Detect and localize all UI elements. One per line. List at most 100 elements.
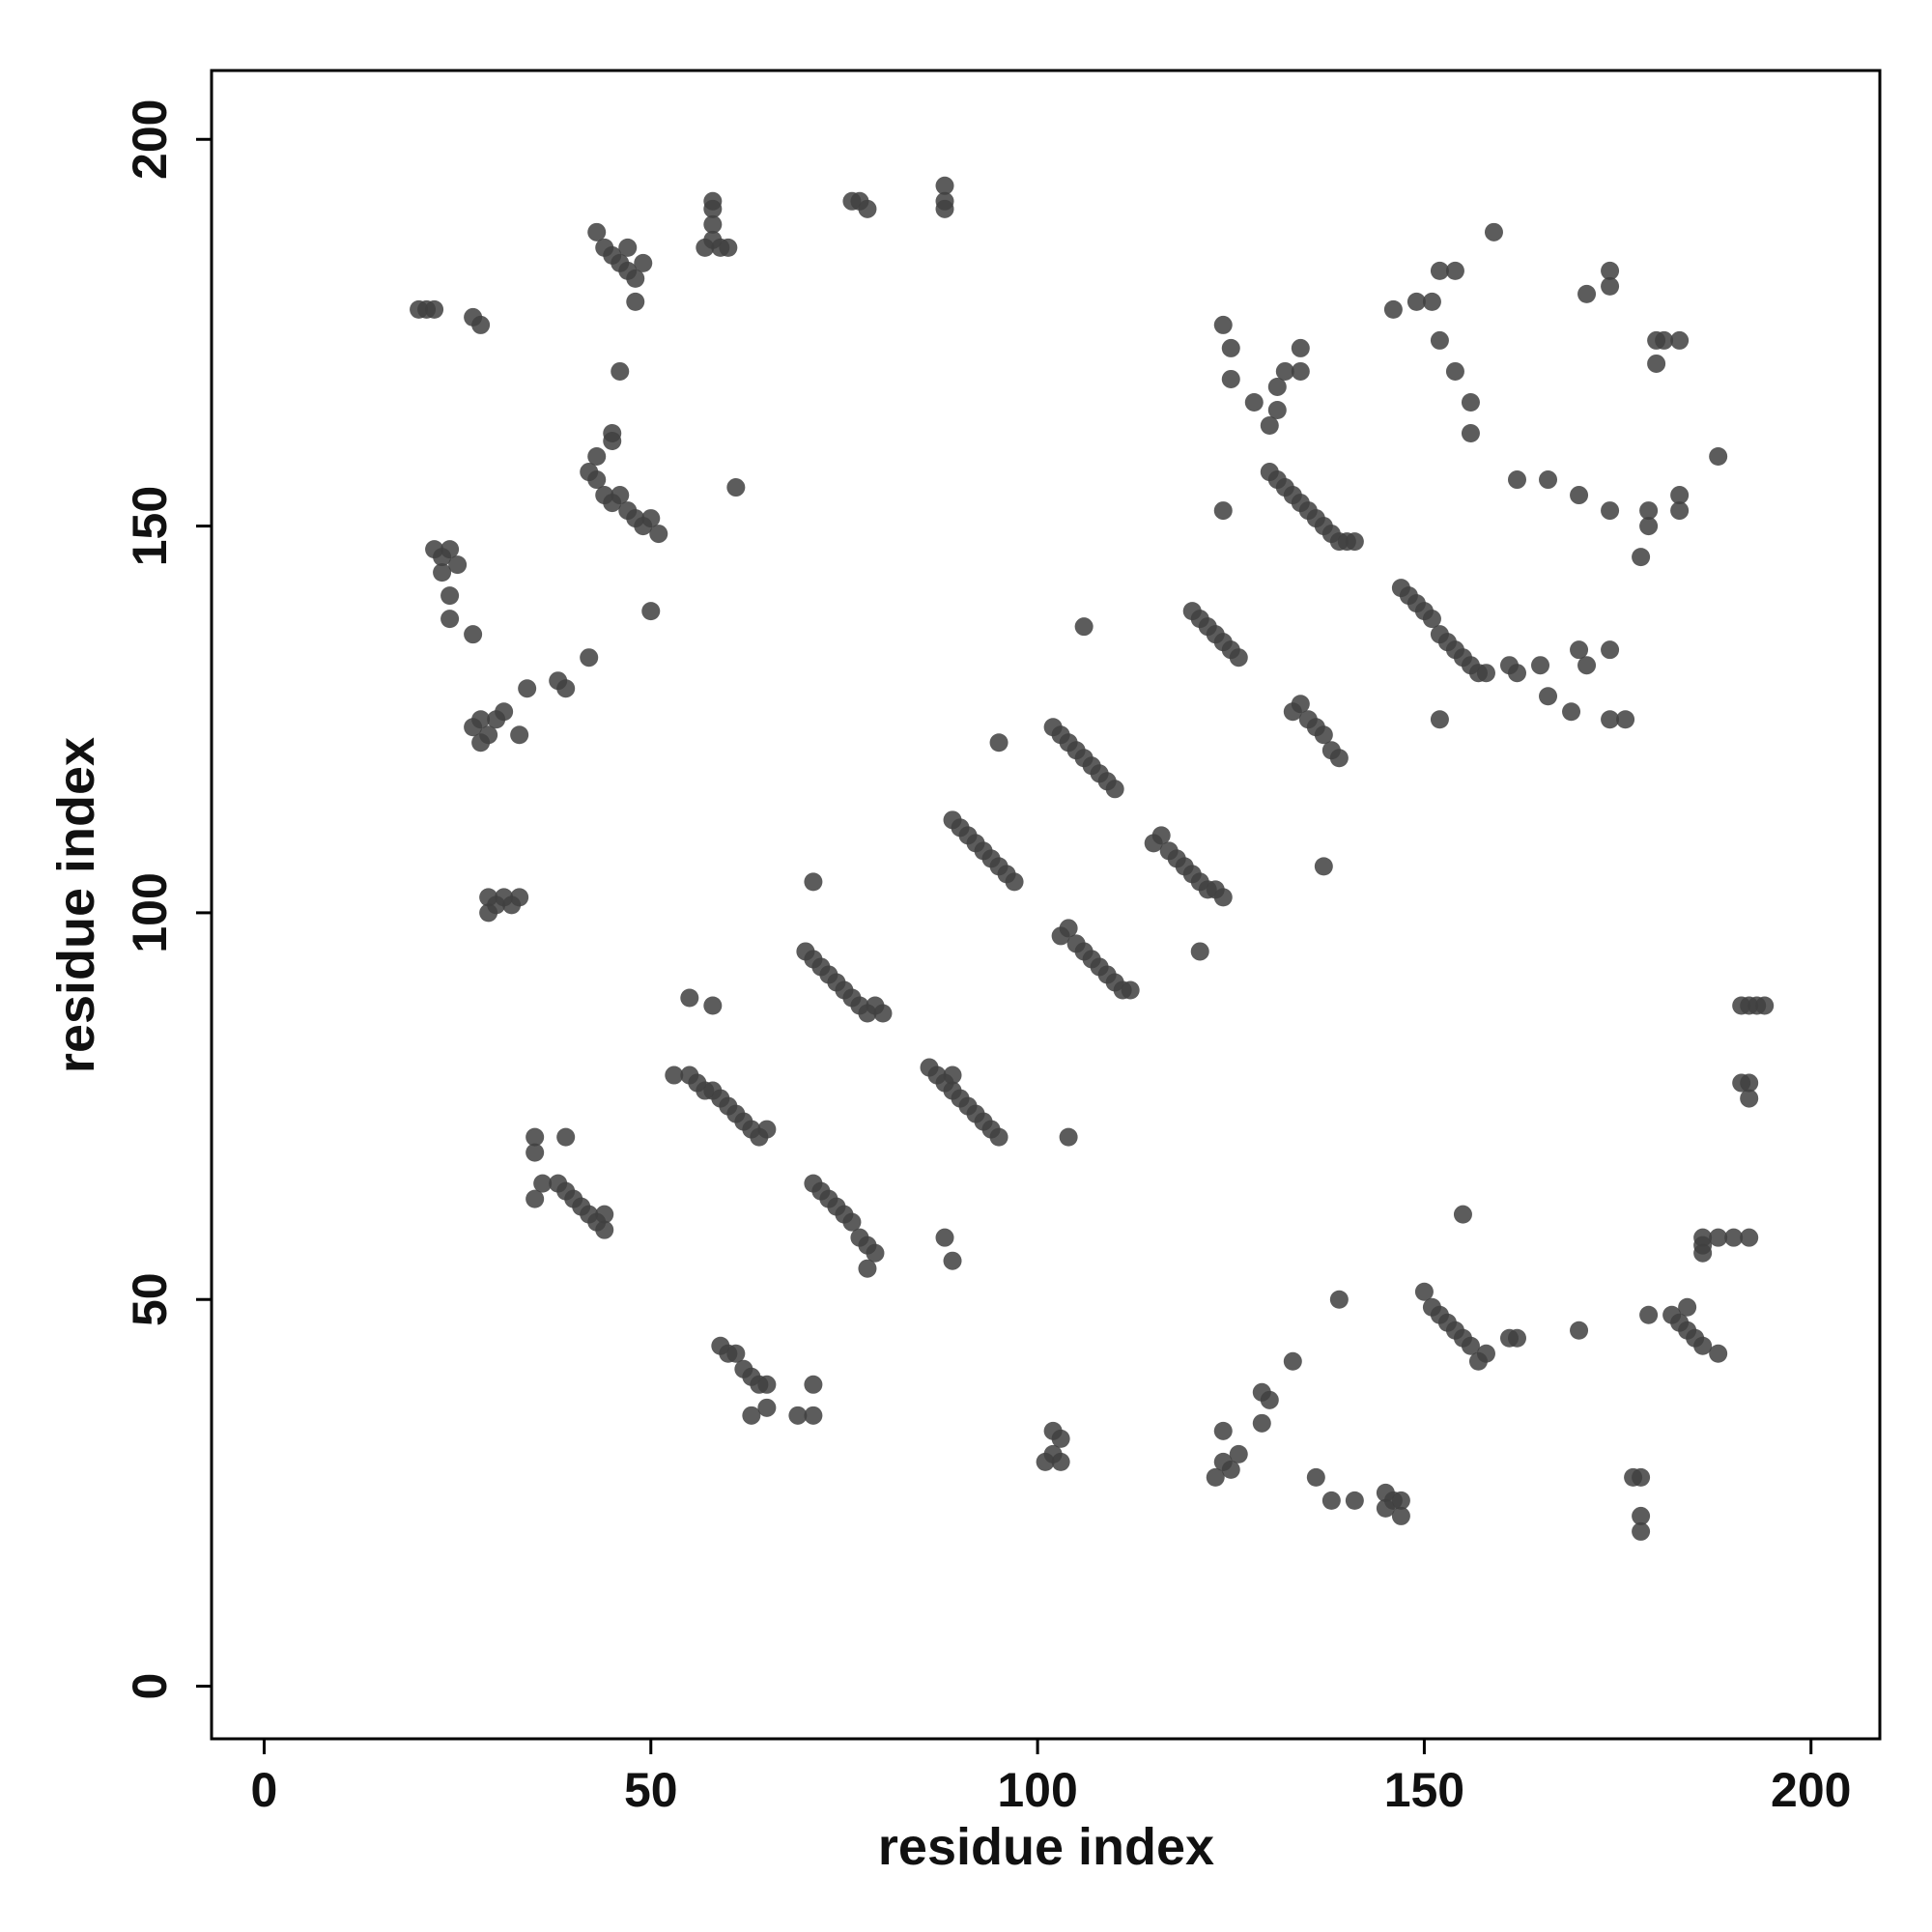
point	[595, 1205, 614, 1224]
point	[935, 176, 954, 195]
point	[1283, 1351, 1302, 1371]
point	[556, 679, 576, 698]
point	[1539, 470, 1558, 490]
point	[1005, 872, 1024, 892]
point	[1570, 486, 1589, 505]
point	[425, 299, 444, 319]
point	[1306, 1467, 1325, 1487]
point	[1445, 261, 1464, 280]
point	[1260, 1390, 1279, 1409]
point	[510, 888, 529, 907]
point	[587, 222, 607, 242]
point	[757, 1375, 777, 1394]
point	[680, 988, 699, 1008]
point	[1329, 1290, 1349, 1309]
point	[1577, 284, 1597, 303]
point	[471, 710, 491, 729]
point	[1391, 1491, 1410, 1510]
point	[1422, 610, 1441, 629]
point	[1121, 980, 1140, 1000]
point	[1724, 1228, 1744, 1247]
point	[1507, 470, 1526, 490]
point	[464, 625, 483, 644]
point	[1601, 710, 1620, 729]
point	[518, 679, 537, 698]
point	[1221, 369, 1240, 388]
point	[1531, 656, 1550, 675]
point	[1213, 888, 1233, 907]
point	[1755, 996, 1775, 1015]
point	[1539, 687, 1558, 706]
point	[448, 555, 468, 575]
point	[1670, 501, 1690, 521]
point	[1383, 299, 1403, 319]
plot-frame	[210, 69, 1882, 1741]
point	[1314, 857, 1333, 876]
point	[1190, 942, 1209, 961]
point	[1632, 1521, 1651, 1541]
point	[1267, 377, 1287, 396]
point	[703, 191, 723, 211]
point	[603, 432, 622, 451]
point	[943, 1251, 962, 1270]
point	[1693, 1336, 1713, 1355]
point	[533, 1174, 553, 1193]
point	[1105, 780, 1124, 799]
point	[1639, 501, 1659, 521]
point	[626, 269, 645, 288]
point	[1709, 1344, 1728, 1363]
point	[1059, 919, 1078, 938]
point	[842, 1212, 862, 1232]
point	[526, 1143, 545, 1162]
point	[726, 478, 746, 497]
point	[611, 486, 630, 505]
point	[580, 648, 599, 668]
point	[1229, 648, 1248, 668]
point	[1740, 1228, 1759, 1247]
x-tick-label: 200	[1771, 1763, 1851, 1817]
point	[1151, 826, 1171, 845]
y-tick-label: 50	[123, 1272, 177, 1326]
point	[1670, 330, 1690, 350]
point	[757, 1120, 777, 1139]
point	[1476, 1344, 1495, 1363]
point	[1570, 1321, 1589, 1340]
point	[1414, 1282, 1434, 1301]
point	[587, 470, 607, 490]
point	[440, 586, 460, 606]
point	[526, 1189, 545, 1208]
point	[1275, 361, 1294, 381]
point	[1601, 276, 1620, 296]
point	[1206, 1467, 1225, 1487]
point	[479, 903, 498, 923]
point	[510, 725, 529, 745]
point	[1709, 1228, 1728, 1247]
point	[1740, 1089, 1759, 1108]
point	[1221, 338, 1240, 357]
point	[1430, 261, 1449, 280]
point	[1051, 1429, 1070, 1448]
point	[1376, 1483, 1395, 1502]
point	[858, 199, 877, 218]
point	[1345, 532, 1364, 552]
point	[1632, 1506, 1651, 1525]
y-axis-label: residue index	[47, 737, 105, 1073]
point	[1314, 725, 1333, 745]
y-tick-label: 150	[123, 486, 177, 566]
point	[1507, 664, 1526, 683]
point	[595, 1220, 614, 1239]
point	[1260, 415, 1279, 435]
point	[1670, 486, 1690, 505]
y-tick-label: 200	[123, 99, 177, 180]
point	[1213, 501, 1233, 521]
y-tick-label: 0	[123, 1673, 177, 1700]
point	[866, 1243, 885, 1263]
point	[649, 525, 668, 544]
point	[1507, 1328, 1526, 1348]
point	[1709, 447, 1728, 467]
point	[989, 733, 1009, 753]
point	[471, 315, 491, 334]
point	[1406, 292, 1426, 311]
point	[1221, 1460, 1240, 1479]
point	[1647, 354, 1666, 373]
